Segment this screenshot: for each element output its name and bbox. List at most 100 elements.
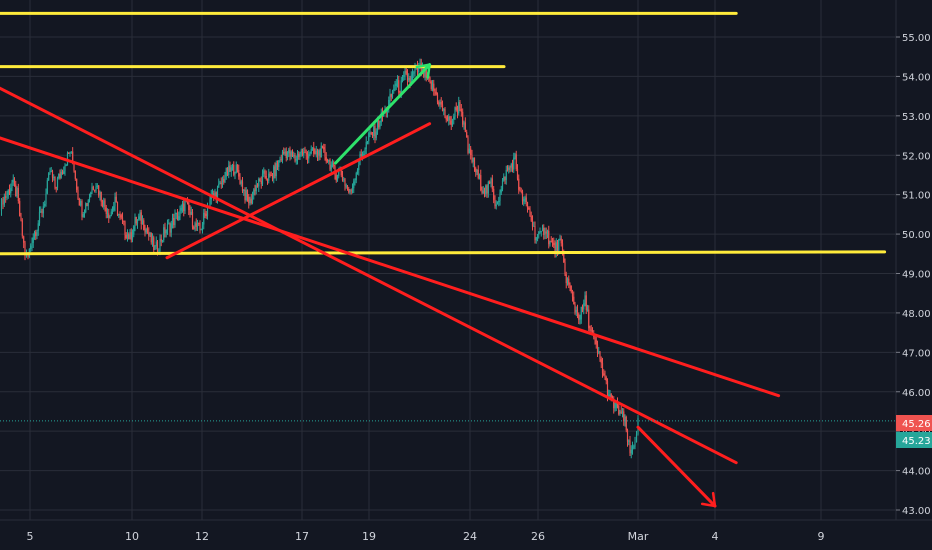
candle	[408, 73, 410, 83]
candle	[301, 148, 304, 157]
candle	[239, 173, 241, 185]
candle	[224, 171, 226, 183]
candle	[486, 184, 488, 199]
candle-body	[591, 330, 594, 334]
candle-body	[619, 411, 621, 415]
candle	[243, 188, 245, 196]
candle-body	[200, 229, 202, 231]
candle-body	[301, 150, 304, 155]
candle	[433, 79, 435, 96]
candle	[113, 201, 115, 212]
candle-body	[525, 197, 527, 202]
candle-body	[33, 232, 36, 238]
candle	[135, 216, 137, 226]
candle	[544, 227, 546, 240]
candle-body	[135, 216, 137, 224]
candle-body	[259, 178, 261, 181]
candle	[344, 178, 346, 191]
candle-body	[58, 173, 60, 179]
candle	[379, 120, 381, 130]
candle-body	[329, 159, 331, 170]
candle-body	[90, 192, 92, 197]
candle-body	[375, 131, 377, 138]
candle	[576, 304, 579, 319]
candle	[124, 220, 126, 241]
candle	[445, 115, 447, 123]
candle-body	[320, 145, 322, 158]
candle-body	[134, 216, 136, 227]
candle	[579, 314, 581, 325]
candle-body	[389, 94, 391, 100]
candle-body	[354, 180, 356, 182]
candle	[149, 231, 151, 237]
candle	[276, 160, 279, 171]
candle-body	[265, 175, 267, 180]
candle-body	[333, 162, 335, 167]
candle	[158, 248, 160, 252]
candle	[44, 200, 46, 208]
candle	[635, 430, 638, 443]
candle-body	[410, 75, 412, 83]
candle-body	[353, 181, 355, 189]
candle-body	[138, 216, 140, 220]
candle	[503, 173, 505, 182]
candle-body	[313, 147, 315, 154]
candle-body	[304, 152, 306, 153]
candle	[545, 227, 547, 240]
candle-body	[248, 196, 250, 204]
candle-body	[30, 245, 32, 250]
candle-body	[19, 200, 21, 217]
candle	[173, 213, 175, 229]
price-axis[interactable]: 43.0044.0045.0046.0047.0048.0049.0050.00…	[896, 33, 931, 517]
time-axis[interactable]: 5 10 12 17 19 24 26 Mar 4 9	[27, 530, 825, 543]
candle-body	[6, 195, 8, 198]
candle	[475, 166, 477, 177]
candle-body	[424, 70, 426, 77]
candle-body	[629, 440, 631, 454]
candle-body	[193, 226, 195, 229]
candle	[235, 161, 237, 174]
candle-body	[233, 164, 235, 175]
candle	[140, 209, 142, 230]
candle	[108, 208, 110, 223]
candle-body	[436, 94, 439, 103]
candle	[183, 198, 185, 217]
candle-body	[543, 227, 545, 235]
candle	[12, 174, 14, 186]
candle-body	[8, 190, 11, 194]
candle	[538, 231, 540, 239]
candle	[159, 234, 161, 256]
candle-body	[218, 183, 220, 188]
candle-body	[158, 250, 160, 252]
candle-body	[94, 189, 96, 191]
candle-body	[635, 434, 638, 442]
candle-body	[83, 212, 86, 214]
candle	[136, 219, 139, 229]
arrow-head-stroke	[426, 63, 431, 79]
candle-body	[91, 186, 93, 193]
candle	[60, 168, 62, 179]
candle-body	[433, 83, 435, 91]
candle-body	[24, 242, 26, 257]
candle	[541, 224, 544, 232]
candle	[398, 75, 400, 97]
candle-body	[268, 173, 270, 181]
time-axis-tick-label: 10	[125, 530, 139, 543]
candle	[600, 356, 602, 368]
candle-body	[206, 206, 209, 217]
candle-body	[514, 154, 516, 158]
candle	[91, 182, 93, 195]
candle	[64, 163, 66, 176]
candle-body	[160, 238, 162, 242]
candle	[225, 167, 227, 180]
candle-body	[140, 212, 142, 225]
candle	[430, 80, 432, 91]
candle	[2, 197, 4, 210]
candle-body	[403, 75, 405, 77]
candle	[138, 213, 140, 221]
candle-body	[520, 191, 522, 193]
candle	[596, 340, 599, 357]
candle-body	[87, 200, 89, 207]
candle-body	[32, 237, 34, 243]
